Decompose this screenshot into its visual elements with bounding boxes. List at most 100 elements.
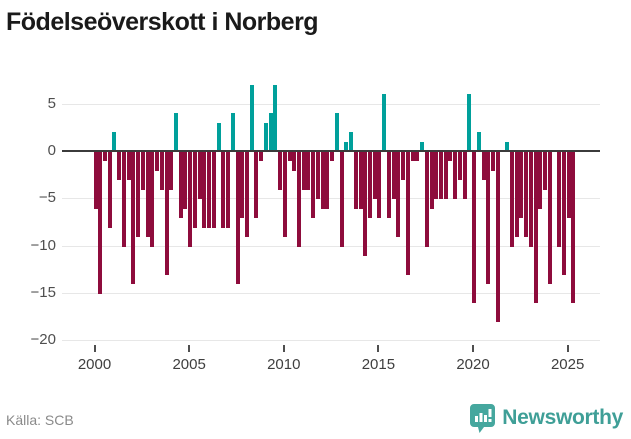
bar[interactable] [358,152,363,209]
bar[interactable] [117,152,122,181]
bar[interactable] [382,94,387,151]
bar[interactable] [159,152,164,190]
bar[interactable] [315,152,320,200]
bar[interactable] [353,152,358,209]
bar[interactable] [311,152,316,219]
bar[interactable] [543,152,547,190]
bar[interactable] [249,84,254,151]
bar[interactable] [121,152,126,247]
bar[interactable] [349,132,353,151]
bar[interactable] [136,152,141,237]
bar[interactable] [169,152,174,190]
bar[interactable] [491,152,495,171]
bar[interactable] [377,152,382,219]
bar[interactable] [98,152,103,294]
bar[interactable] [476,132,481,151]
bar[interactable] [259,152,264,162]
bar[interactable] [438,152,443,200]
bar[interactable] [188,152,193,247]
bar[interactable] [363,152,368,256]
bar[interactable] [339,152,344,247]
bar[interactable] [183,152,188,209]
bar[interactable] [240,152,245,219]
bar[interactable] [415,152,420,162]
bar[interactable] [514,152,519,237]
bar[interactable] [448,152,453,162]
bar[interactable] [301,152,306,190]
bar[interactable] [140,152,145,190]
bar[interactable] [131,152,136,285]
bar[interactable] [112,132,117,151]
bar[interactable] [93,152,98,209]
bar[interactable] [126,152,131,181]
bar[interactable] [367,152,372,219]
bar[interactable] [306,152,311,190]
bar[interactable] [386,152,391,219]
bar[interactable] [273,84,278,151]
bar[interactable] [509,152,514,247]
bar[interactable] [334,113,339,151]
bar[interactable] [566,152,571,219]
bar[interactable] [429,152,434,209]
bar[interactable] [150,152,155,247]
bar[interactable] [278,152,282,190]
bar[interactable] [235,152,240,285]
bar[interactable] [244,152,249,237]
bar[interactable] [282,152,287,237]
bar[interactable] [320,152,325,209]
bar[interactable] [155,152,159,171]
bar[interactable] [486,152,491,285]
bar[interactable] [107,152,112,228]
bar[interactable] [462,152,467,200]
bar[interactable] [145,152,150,237]
bar[interactable] [505,141,510,151]
bar[interactable] [344,141,349,151]
bar[interactable] [434,152,439,200]
bar[interactable] [467,94,472,151]
bar[interactable] [254,152,259,219]
bar[interactable] [192,152,197,228]
bar[interactable] [528,152,533,247]
bar[interactable] [524,152,529,237]
bar[interactable] [173,113,178,151]
bar[interactable] [561,152,566,275]
bar[interactable] [372,152,377,200]
bar[interactable] [211,152,216,228]
bar[interactable] [391,152,396,200]
bar[interactable] [410,152,415,162]
bar[interactable] [557,152,562,247]
bar[interactable] [443,152,448,200]
bar[interactable] [519,152,524,219]
bar[interactable] [495,152,500,323]
bar[interactable] [197,152,202,200]
bar[interactable] [207,152,212,228]
bar[interactable] [216,122,221,151]
bar[interactable] [226,152,230,228]
bar[interactable] [481,152,486,181]
bar[interactable] [221,152,226,228]
bar[interactable] [330,152,335,162]
bar[interactable] [405,152,410,275]
bar[interactable] [533,152,538,304]
bar[interactable] [287,152,292,162]
bar[interactable] [202,152,207,228]
bar[interactable] [472,152,476,304]
bar[interactable] [325,152,330,209]
bar[interactable] [424,152,429,247]
bar[interactable] [453,152,458,200]
bar[interactable] [420,141,424,151]
bar[interactable] [230,113,235,151]
bar[interactable] [401,152,406,181]
bar[interactable] [396,152,401,237]
bar[interactable] [297,152,301,247]
bar[interactable] [571,152,576,304]
bar[interactable] [457,152,462,181]
bar[interactable] [178,152,183,219]
bar[interactable] [103,152,107,162]
bar[interactable] [547,152,552,285]
bar[interactable] [268,113,273,151]
bar[interactable] [538,152,543,209]
newsworthy-logo[interactable]: Newsworthy [470,400,623,436]
bar[interactable] [263,122,268,151]
bar[interactable] [164,152,169,275]
